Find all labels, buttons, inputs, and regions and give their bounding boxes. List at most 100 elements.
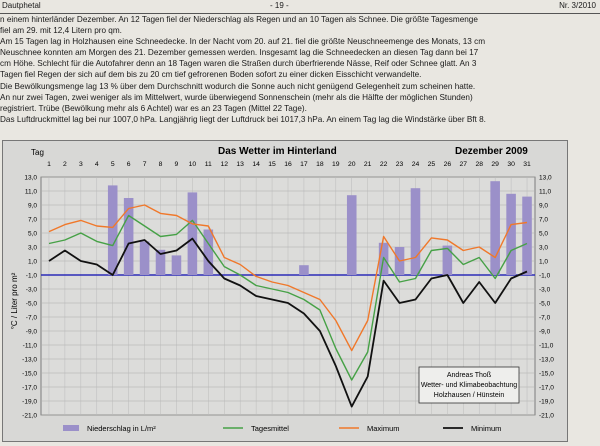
y-tick-label-left: 1,0 [28, 259, 37, 266]
article-line: Neuschnee konnten am Morgen des 21. Deze… [0, 48, 479, 58]
x-tick-label: 7 [143, 161, 147, 168]
x-tick-label: 15 [268, 161, 276, 168]
day-axis-label: Tag [31, 148, 44, 157]
precip-bar [346, 195, 357, 275]
precip-bar [410, 188, 421, 275]
x-tick-label: 21 [364, 161, 372, 168]
issue-number: Nr. 3/2010 [559, 1, 596, 10]
x-tick-label: 10 [189, 161, 197, 168]
y-tick-label-left: 13,0 [24, 175, 37, 182]
x-tick-label: 11 [205, 161, 212, 168]
x-tick-label: 14 [252, 161, 260, 168]
credit-line: Holzhausen / Hünstein [434, 392, 505, 399]
legend-label: Tagesmittel [251, 424, 289, 433]
min-line [48, 237, 528, 408]
x-tick-label: 18 [316, 161, 324, 168]
x-tick-label: 17 [300, 161, 308, 168]
y-tick-label-right: -1,0 [539, 273, 551, 280]
article-line: fiel am 29. mit 12,4 Litern pro qm. [0, 26, 122, 36]
x-tick-label: 24 [412, 161, 420, 168]
precip-bar [442, 245, 453, 275]
y-axis-label: °C / Liter pro m² [10, 272, 19, 329]
y-tick-label-right: -19,0 [539, 399, 554, 406]
y-tick-label-right: 7,0 [539, 217, 548, 224]
y-tick-label-right: -11,0 [539, 343, 554, 350]
header-left: Dautphetal [2, 1, 41, 10]
credit-line: Wetter- und Klimabeobachtung [421, 382, 517, 389]
y-tick-label-left: -11,0 [23, 343, 38, 350]
article-line: An nur zwei Tagen, zwei weniger als im M… [0, 92, 473, 102]
x-tick-label: 3 [79, 161, 83, 168]
precip-bar [155, 249, 166, 275]
y-tick-label-right: -7,0 [539, 315, 551, 322]
y-tick-label-right: -15,0 [539, 371, 554, 378]
precip-bar [107, 185, 118, 275]
precip-bar [299, 265, 309, 275]
y-tick-label-left: 7,0 [28, 217, 37, 224]
x-tick-label: 6 [127, 161, 131, 168]
mean-line [48, 214, 528, 381]
legend-label: Niederschlag in L/m² [87, 424, 156, 433]
y-tick-label-right: 3,0 [539, 245, 548, 252]
article-line: n einem hinterländer Dezember. An 12 Tag… [0, 15, 478, 24]
x-tick-label: 5 [111, 161, 115, 168]
x-tick-label: 9 [175, 161, 179, 168]
max-line [48, 204, 528, 352]
article-line: Das Luftdruckmittel lag bei nur 1007,0 h… [0, 114, 486, 124]
y-tick-label-right: 13,0 [539, 175, 552, 182]
y-tick-label-left: -9,0 [26, 329, 38, 336]
x-tick-label: 27 [460, 161, 468, 168]
x-tick-label: 28 [475, 161, 483, 168]
article-line: Die Bewölkungsmenge lag 13 % über dem Du… [0, 81, 476, 91]
article-line: cm Höhe. Schlecht für die Autofahrer den… [0, 59, 477, 69]
y-tick-label-right: 1,0 [539, 259, 548, 266]
page-number: - 19 - [270, 1, 289, 10]
y-tick-label-left: -17,0 [22, 385, 37, 392]
y-tick-label-right: -9,0 [539, 329, 551, 336]
y-tick-label-left: 5,0 [28, 231, 37, 238]
credit-box: Andreas Thoß Wetter- und Klimabeobachtun… [418, 366, 520, 404]
x-tick-label: 23 [396, 161, 404, 168]
article-line: Tagen fiel Regen der sich auf dem bis zu… [0, 70, 422, 80]
y-tick-label-left: 9,0 [28, 203, 37, 210]
y-tick-label-right: -3,0 [539, 287, 551, 294]
x-tick-label: 29 [491, 161, 499, 168]
article-text: n einem hinterländer Dezember. An 12 Tag… [0, 14, 600, 125]
x-tick-label: 13 [236, 161, 244, 168]
y-tick-label-left: 11,0 [25, 189, 38, 196]
y-tick-label-left: -3,0 [26, 287, 38, 294]
y-tick-label-right: 5,0 [539, 231, 548, 238]
y-tick-label-right: -21,0 [539, 413, 554, 420]
x-tick-label: 20 [348, 161, 356, 168]
y-tick-label-left: -7,0 [26, 315, 38, 322]
y-tick-label-left: -15,0 [22, 371, 37, 378]
legend: Niederschlag in L/m² Tagesmittel Maximum… [63, 424, 501, 433]
y-tick-label-left: -13,0 [22, 357, 37, 364]
precip-bar [522, 196, 532, 275]
precip-bar [123, 198, 134, 275]
precip-bar [490, 181, 500, 275]
x-tick-label: 1 [47, 161, 51, 168]
precip-bar [171, 255, 182, 275]
x-tick-label: 26 [444, 161, 452, 168]
y-tick-label-right: -5,0 [539, 301, 551, 308]
x-tick-label: 25 [428, 161, 436, 168]
x-tick-label: 22 [380, 161, 388, 168]
x-tick-label: 30 [507, 161, 515, 168]
legend-swatch-precip [63, 425, 79, 431]
y-tick-label-left: -1,0 [26, 273, 38, 280]
legend-label: Minimum [471, 424, 501, 433]
precip-bar [506, 193, 516, 275]
article-line: registriert. Trübe (Bewölkung mehr als 6… [0, 103, 307, 113]
weather-chart: 13,0 13,0 11,0 11,0 9,0 9,0 7,0 7,0 5,0 5,0 3,0 3,0… [2, 140, 568, 442]
x-tick-label: 16 [284, 161, 292, 168]
y-tick-label-right: 11,0 [539, 189, 552, 196]
y-tick-label-right: -13,0 [539, 357, 554, 364]
chart-period: Dezember 2009 [455, 146, 528, 157]
page-header: Dautphetal - 19 - Nr. 3/2010 [0, 0, 600, 14]
x-tick-label: 2 [63, 161, 67, 168]
article-line: Am 15 Tagen lag in Holzhausen eine Schne… [0, 37, 486, 47]
y-tick-label-right: -17,0 [539, 385, 554, 392]
y-tick-label-left: -19,0 [22, 399, 37, 406]
precip-bar [139, 241, 150, 275]
